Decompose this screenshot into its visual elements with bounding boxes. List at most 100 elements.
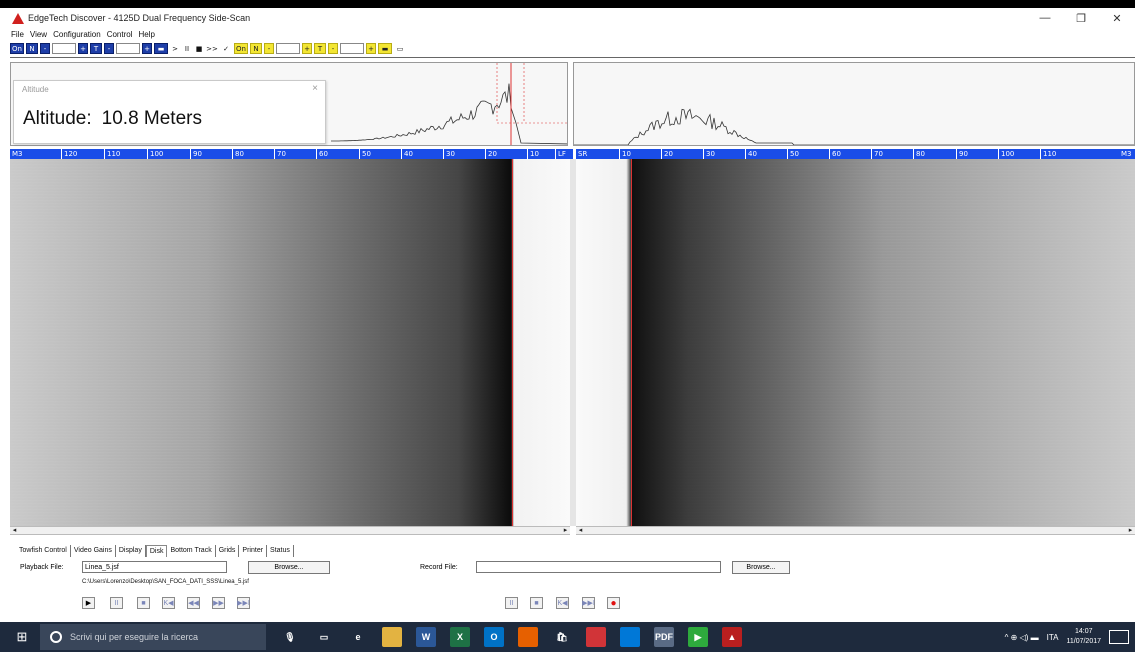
playback-pause-button[interactable]: II: [110, 597, 123, 609]
t-yellow-gain-field[interactable]: [340, 43, 364, 54]
scale-left-end-label: M3: [12, 150, 23, 158]
n-gain-field[interactable]: [52, 43, 76, 54]
tab-status[interactable]: Status: [267, 545, 294, 557]
maximize-button[interactable]: ❐: [1076, 12, 1086, 25]
check-button[interactable]: ✓: [223, 44, 229, 53]
port-range-scale: M3 120 110 100 90 80 70 60 50 40 30 20 1…: [10, 149, 573, 159]
play-button[interactable]: >: [172, 44, 178, 53]
taskbar-outlook-icon[interactable]: O: [484, 627, 504, 647]
altitude-window[interactable]: Altitude × Altitude: 10.8 Meters: [13, 80, 326, 144]
n-button[interactable]: N: [26, 43, 38, 54]
pause-button[interactable]: II: [184, 44, 190, 53]
record-last-button[interactable]: ▶▶I: [582, 597, 595, 609]
notification-center-icon[interactable]: [1109, 630, 1129, 644]
tab-display[interactable]: Display: [116, 545, 146, 557]
taskbar-word-icon[interactable]: W: [416, 627, 436, 647]
taskbar-task-view-icon[interactable]: ▭: [314, 627, 334, 647]
t-yellow-button[interactable]: T: [314, 43, 326, 54]
n-plus-button[interactable]: +: [78, 43, 88, 54]
menu-file[interactable]: File: [11, 30, 24, 39]
taskbar-search[interactable]: Scrivi qui per eseguire la ricerca: [40, 624, 266, 650]
n-yellow-plus-button[interactable]: +: [302, 43, 312, 54]
tray-icons[interactable]: ^ ⊕ ◁) ▬: [1004, 632, 1039, 642]
taskbar-app-blue-icon[interactable]: [620, 627, 640, 647]
taskbar-media-player-icon[interactable]: ▶: [688, 627, 708, 647]
tab-printer[interactable]: Printer: [239, 545, 268, 557]
language-indicator[interactable]: ITA: [1046, 632, 1059, 642]
t-yellow-minus-button[interactable]: -: [328, 43, 338, 54]
record-file-field[interactable]: [476, 561, 721, 573]
playback-file-field[interactable]: Linea_5.jsf: [82, 561, 227, 573]
tab-bottom-track[interactable]: Bottom Track: [167, 545, 216, 557]
starboard-sonar-image[interactable]: [576, 159, 1135, 526]
starboard-horizontal-scrollbar[interactable]: ◂ ▸: [576, 526, 1135, 535]
record-first-button[interactable]: K◀: [556, 597, 569, 609]
record-browse-button[interactable]: Browse...: [732, 561, 790, 574]
playback-stop-button[interactable]: ■: [137, 597, 150, 609]
tab-grids[interactable]: Grids: [216, 545, 240, 557]
scale-left-tick: 50: [359, 149, 371, 159]
port-horizontal-scrollbar[interactable]: ◂ ▸: [10, 526, 570, 535]
playback-first-button[interactable]: K◀: [162, 597, 175, 609]
tab-towfish-control[interactable]: Towfish Control: [16, 545, 71, 557]
close-button[interactable]: ✕: [1112, 12, 1122, 25]
playback-rewind-button[interactable]: ◀◀: [187, 597, 200, 609]
tab-video-gains[interactable]: Video Gains: [71, 545, 116, 557]
scale-right-tick: 30: [703, 149, 715, 159]
t-yellow-plus-button[interactable]: +: [366, 43, 376, 54]
display-icon[interactable]: ▬: [154, 43, 168, 54]
t-plus-button[interactable]: +: [142, 43, 152, 54]
menu-view[interactable]: View: [29, 30, 48, 39]
record-stop-button[interactable]: ■: [530, 597, 543, 609]
menu-help[interactable]: Help: [138, 30, 155, 39]
t-gain-field[interactable]: [116, 43, 140, 54]
altitude-close-icon[interactable]: ×: [312, 83, 318, 94]
taskbar-firefox-icon[interactable]: [518, 627, 538, 647]
stop-button[interactable]: ■: [195, 44, 203, 53]
taskbar-file-explorer-icon[interactable]: [382, 627, 402, 647]
n-yellow-gain-field[interactable]: [276, 43, 300, 54]
record-pause-button[interactable]: II: [505, 597, 518, 609]
n-yellow-minus-button[interactable]: -: [264, 43, 274, 54]
display-yellow-icon[interactable]: ▬: [378, 43, 392, 54]
record-button[interactable]: ●: [607, 597, 620, 609]
menu-control[interactable]: Control: [106, 30, 133, 39]
scale-left-tick: 20: [485, 149, 497, 159]
window-icon[interactable]: ▭: [396, 44, 404, 53]
taskbar-pdf-icon[interactable]: PDF: [654, 627, 674, 647]
scroll-left-arrow-icon[interactable]: ◂: [578, 527, 583, 534]
scale-right-tick: 90: [956, 149, 968, 159]
fast-forward-button[interactable]: >>: [206, 44, 218, 53]
windows-start-icon[interactable]: ⊞: [16, 629, 28, 644]
menu-configuration[interactable]: Configuration: [53, 30, 101, 39]
taskbar-store-icon[interactable]: 🛍: [552, 627, 572, 647]
n-minus-button[interactable]: -: [40, 43, 50, 54]
scroll-right-arrow-icon[interactable]: ▸: [563, 527, 568, 534]
taskbar-app-red-icon[interactable]: [586, 627, 606, 647]
port-sonar-image[interactable]: [10, 159, 570, 526]
scale-left-tick: 60: [316, 149, 328, 159]
control-tabs: Towfish Control Video Gains Display Disk…: [16, 545, 294, 557]
scroll-right-arrow-icon[interactable]: ▸: [1128, 527, 1133, 534]
scale-left-tick: 40: [401, 149, 413, 159]
scale-right-tick: 80: [913, 149, 925, 159]
taskbar-discover-app-icon[interactable]: ▲: [722, 627, 742, 647]
on-yellow-button[interactable]: On: [234, 43, 248, 54]
scale-right-tick: 100: [998, 149, 1014, 159]
clock[interactable]: 14:07 11/07/2017: [1066, 627, 1101, 647]
on-button[interactable]: On: [10, 43, 24, 54]
scroll-left-arrow-icon[interactable]: ◂: [12, 527, 17, 534]
taskbar-mic-icon[interactable]: 🎙: [280, 627, 300, 647]
t-minus-button[interactable]: -: [104, 43, 114, 54]
tab-disk[interactable]: Disk: [145, 545, 168, 557]
t-button[interactable]: T: [90, 43, 102, 54]
scale-right-tick: 70: [871, 149, 883, 159]
playback-fast-forward-button[interactable]: ▶▶: [212, 597, 225, 609]
playback-browse-button[interactable]: Browse...: [248, 561, 330, 574]
playback-play-button[interactable]: ▶: [82, 597, 95, 609]
taskbar-edge-icon[interactable]: e: [348, 627, 368, 647]
taskbar-excel-icon[interactable]: X: [450, 627, 470, 647]
minimize-button[interactable]: —: [1039, 12, 1051, 24]
playback-last-button[interactable]: ▶▶I: [237, 597, 250, 609]
n-yellow-button[interactable]: N: [250, 43, 262, 54]
